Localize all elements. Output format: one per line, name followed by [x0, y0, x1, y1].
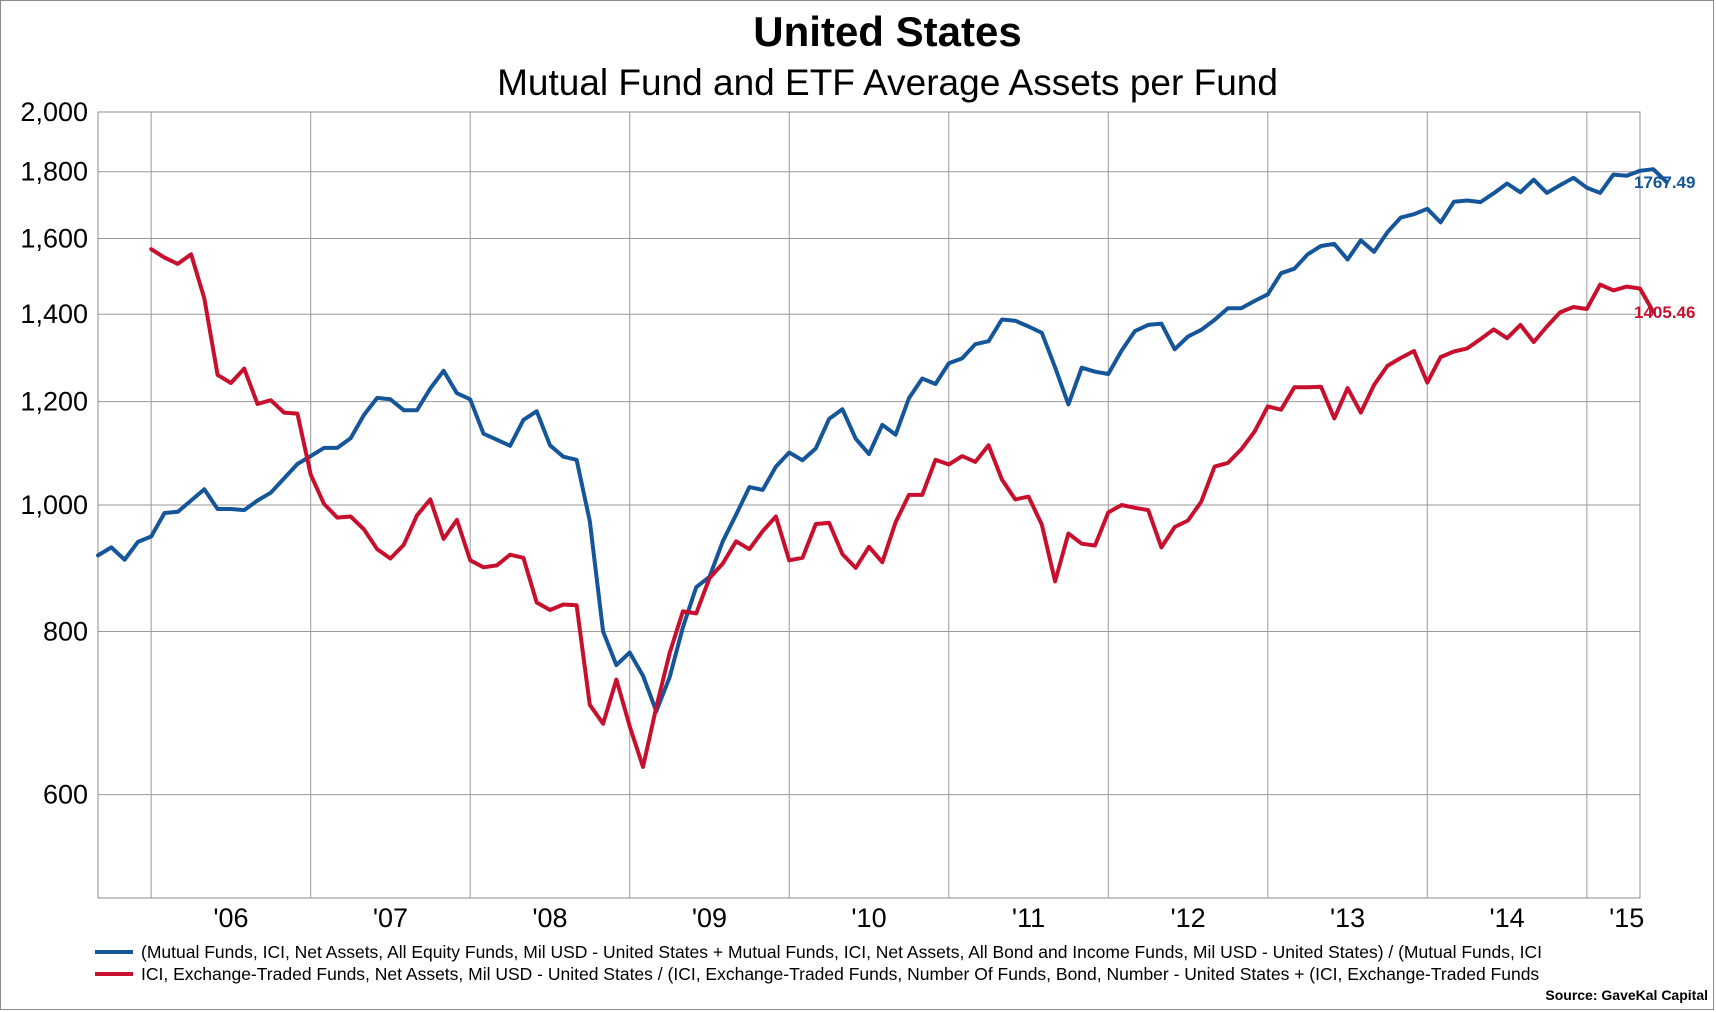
- end-value-label: 1405.46: [1634, 303, 1695, 322]
- legend-item-mutual-funds: (Mutual Funds, ICI, Net Assets, All Equi…: [95, 942, 1713, 964]
- gridlines: [98, 111, 1640, 898]
- x-tick-label: '13: [1330, 903, 1365, 933]
- x-tick-label: '14: [1489, 903, 1524, 933]
- y-tick-label: 1,400: [20, 299, 88, 329]
- axes: 600 800 1,000 1,200 1,400 1,600 1,800 2,000 '06 '…: [20, 97, 1644, 933]
- y-tick-label: 1,200: [20, 387, 88, 417]
- y-tick-label: 800: [43, 617, 88, 647]
- x-tick-label: '09: [692, 903, 727, 933]
- y-tick-label: 1,600: [20, 224, 88, 254]
- y-tick-label: 600: [43, 780, 88, 810]
- end-labels: 1767.49 1405.46: [1634, 173, 1695, 322]
- legend-label-mutual-funds: (Mutual Funds, ICI, Net Assets, All Equi…: [141, 942, 1543, 962]
- legend-swatch-blue: [95, 949, 133, 954]
- y-tick-label: 1,800: [20, 157, 88, 187]
- mutual-fund-line: [96, 167, 1669, 714]
- chart-title: United States: [753, 8, 1022, 55]
- x-tick-label: '12: [1170, 903, 1205, 933]
- etf-line: [149, 247, 1656, 769]
- legend-swatch-red: [95, 971, 133, 976]
- y-tick-label: 1,000: [20, 490, 88, 520]
- x-tick-label: '06: [213, 903, 248, 933]
- legend-label-etf: ICI, Exchange-Traded Funds, Net Assets, …: [141, 964, 1540, 984]
- x-tick-label: '07: [373, 903, 408, 933]
- x-tick-label: '08: [532, 903, 567, 933]
- chart-subtitle: Mutual Fund and ETF Average Assets per F…: [497, 62, 1278, 103]
- series-lines: [96, 167, 1669, 769]
- x-tick-label: '11: [1012, 903, 1045, 933]
- x-tick-label: '15: [1609, 903, 1644, 933]
- legend-item-etf: ICI, Exchange-Traded Funds, Net Assets, …: [95, 964, 1713, 986]
- y-tick-label: 2,000: [20, 97, 88, 127]
- end-value-label: 1767.49: [1634, 173, 1695, 192]
- source-note: Source: GaveKal Capital: [1545, 987, 1708, 1003]
- x-tick-label: '10: [851, 903, 886, 933]
- plot-border: [97, 111, 1641, 899]
